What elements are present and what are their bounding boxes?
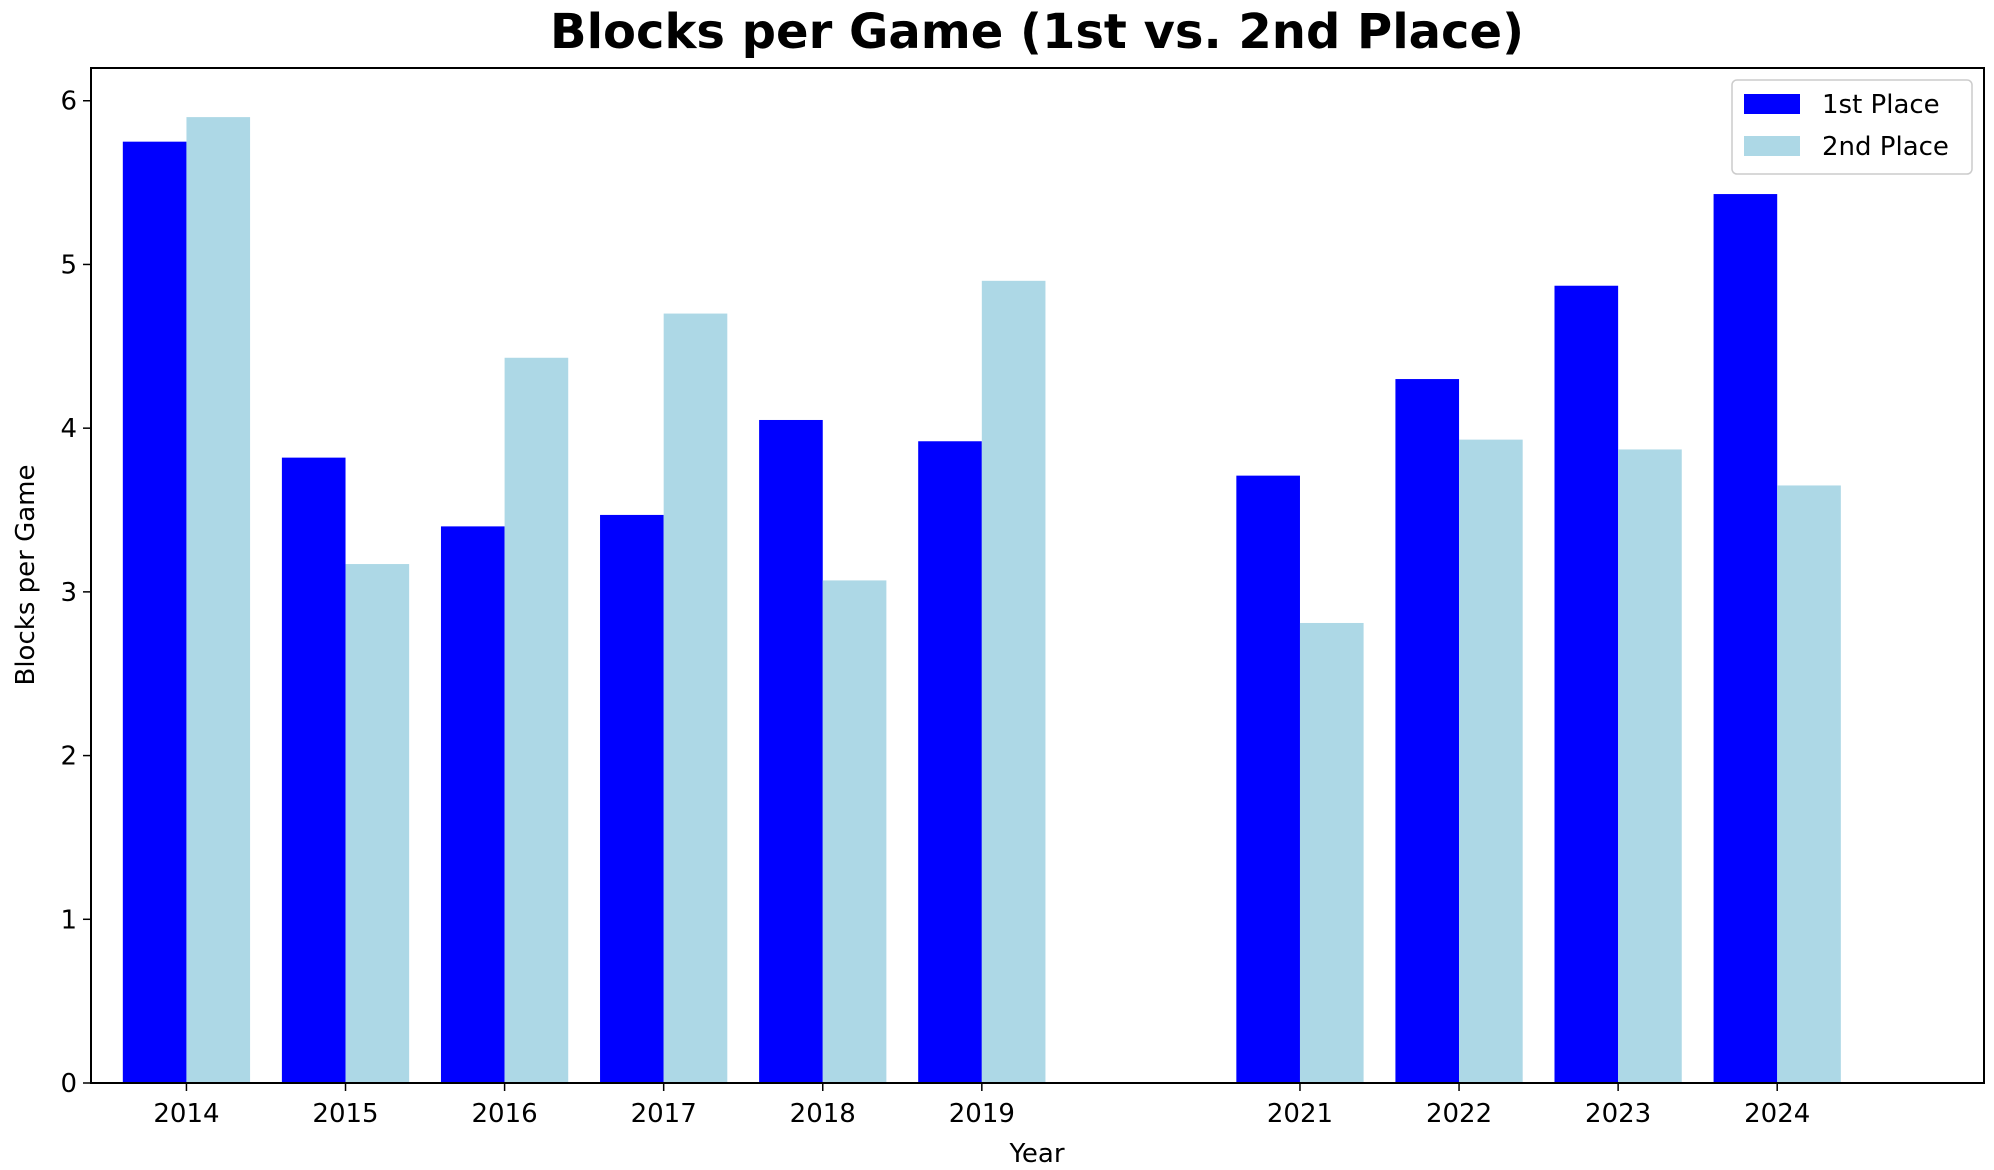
x-tick-label: 2021: [1267, 1099, 1333, 1129]
bar-second-2015: [345, 564, 410, 1083]
x-tick-label: 2017: [631, 1099, 697, 1129]
bar-first-2014: [122, 141, 187, 1083]
legend-label-1: 1st Place: [1822, 90, 1940, 120]
legend-label-2: 2nd Place: [1822, 132, 1949, 162]
y-tick-label: 0: [60, 1069, 77, 1099]
y-tick-label: 1: [60, 905, 77, 935]
x-tick-label: 2022: [1426, 1099, 1492, 1129]
bar-second-2014: [186, 117, 251, 1083]
y-axis-label: Blocks per Game: [11, 465, 41, 686]
chart-title: Blocks per Game (1st vs. 2nd Place): [550, 4, 1524, 60]
bar-first-2016: [440, 526, 505, 1083]
bar-first-2021: [1236, 475, 1300, 1083]
x-axis: 2014 2015 2016 2017 2018 2019 2021 2022 2023 2024: [153, 1083, 1810, 1129]
bar-first-2022: [1395, 379, 1460, 1083]
bar-first-2017: [600, 514, 664, 1083]
y-tick-label: 2: [60, 742, 77, 772]
y-axis: 0 1 2 3 4 5 6: [60, 87, 91, 1099]
y-tick-label: 6: [60, 87, 77, 117]
x-tick-label: 2015: [312, 1099, 378, 1129]
bar-second-2023: [1618, 449, 1682, 1083]
bar-first-2018: [759, 419, 823, 1083]
bar-second-2018: [822, 580, 887, 1083]
x-tick-label: 2024: [1744, 1099, 1810, 1129]
bars-group: [122, 117, 1841, 1084]
legend: 1st Place 2nd Place: [1731, 79, 1973, 175]
x-tick-label: 2014: [153, 1099, 219, 1129]
bar-second-2022: [1459, 439, 1523, 1083]
x-tick-label: 2018: [790, 1099, 856, 1129]
y-tick-label: 4: [60, 414, 77, 444]
bar-first-2019: [918, 441, 982, 1083]
x-axis-label: Year: [1008, 1139, 1064, 1169]
bar-first-2015: [281, 457, 346, 1083]
x-tick-label: 2016: [472, 1099, 538, 1129]
legend-swatch-2: [1744, 136, 1800, 156]
bar-second-2021: [1299, 622, 1364, 1083]
bar-second-2019: [981, 280, 1046, 1083]
y-tick-label: 3: [60, 578, 77, 608]
x-tick-label: 2023: [1585, 1099, 1651, 1129]
x-tick-label: 2019: [949, 1099, 1015, 1129]
bar-first-2024: [1713, 194, 1778, 1083]
bar-second-2024: [1777, 485, 1841, 1083]
legend-swatch-1: [1744, 94, 1800, 114]
y-tick-label: 5: [60, 250, 77, 280]
bar-second-2017: [663, 313, 728, 1083]
bar-first-2023: [1554, 285, 1619, 1083]
plot-frame: [90, 67, 1985, 1084]
bar-second-2016: [504, 357, 569, 1084]
